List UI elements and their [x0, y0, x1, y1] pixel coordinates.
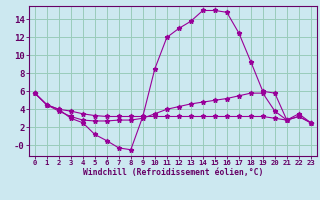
X-axis label: Windchill (Refroidissement éolien,°C): Windchill (Refroidissement éolien,°C) [83, 168, 263, 177]
